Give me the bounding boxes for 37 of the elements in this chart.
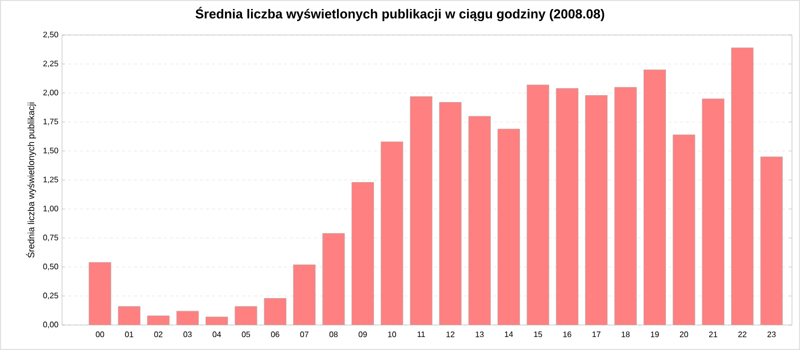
- x-tick-label: 04: [212, 332, 221, 338]
- y-tick-label: 1,50: [44, 148, 58, 154]
- y-tick-label: 0,50: [43, 264, 58, 270]
- x-tick-label: 10: [388, 332, 396, 338]
- x-tick-label: 19: [650, 332, 659, 338]
- y-tick-label: 2,25: [43, 60, 58, 68]
- x-tick-label: 20: [680, 332, 688, 338]
- x-tick-label: 16: [563, 332, 572, 338]
- x-tick-label: 22: [738, 332, 746, 338]
- y-tick-label: 1,75: [44, 118, 58, 126]
- y-tick-label: 1,25: [44, 176, 58, 184]
- x-tick-label: 03: [183, 332, 192, 338]
- y-tick-label: 0,00: [43, 322, 58, 328]
- x-tick-label: 21: [709, 332, 718, 338]
- x-tick-label: 07: [300, 332, 308, 338]
- x-tick-label: 06: [271, 332, 280, 338]
- chart-title: Średnia liczba wyświetlonych publikacji w ciągu godziny (2008.08): [196, 6, 604, 22]
- y-tick-label: 0,75: [43, 234, 58, 242]
- x-tick-label: 23: [768, 332, 776, 338]
- x-tick-label: 02: [154, 332, 162, 338]
- x-tick-label: 08: [329, 332, 338, 338]
- x-tick-label: 15: [534, 332, 542, 338]
- x-tick-label: 14: [504, 332, 513, 338]
- y-tick-label: 2,50: [43, 32, 58, 38]
- x-tick-label: 09: [358, 332, 367, 338]
- y-axis-title: Średnia liczba wyświetlonych publikacji: [26, 102, 36, 258]
- x-tick-label: 12: [446, 332, 454, 338]
- x-tick-label: 17: [592, 332, 600, 338]
- x-tick-label: 11: [418, 332, 425, 338]
- y-tick-label: 1,00: [44, 206, 58, 212]
- x-tick-label: 01: [125, 332, 134, 338]
- x-tick-label: 05: [242, 332, 250, 338]
- y-tick-label: 0,25: [43, 292, 58, 300]
- x-tick-label: 18: [622, 332, 630, 338]
- y-tick-label: 2,00: [43, 90, 58, 96]
- x-tick-label: 00: [96, 332, 104, 338]
- x-tick-label: 13: [476, 332, 484, 338]
